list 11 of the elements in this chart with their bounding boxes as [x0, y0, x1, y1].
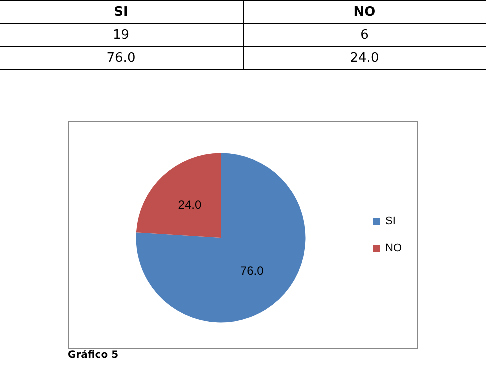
text: 76.0 — [106, 50, 136, 66]
data-label: 76.0 — [240, 264, 264, 278]
category-label: SI — [114, 4, 128, 20]
text: 6 — [243, 24, 486, 46]
legend-label: SI — [386, 216, 396, 228]
data-label: 24.0 — [178, 198, 202, 212]
text: 19 — [0, 24, 243, 46]
category-label: NO — [354, 4, 376, 20]
text: Gráfico 5 — [68, 350, 119, 361]
legend-label: NO — [386, 242, 402, 254]
text: 24.0 — [350, 50, 380, 66]
